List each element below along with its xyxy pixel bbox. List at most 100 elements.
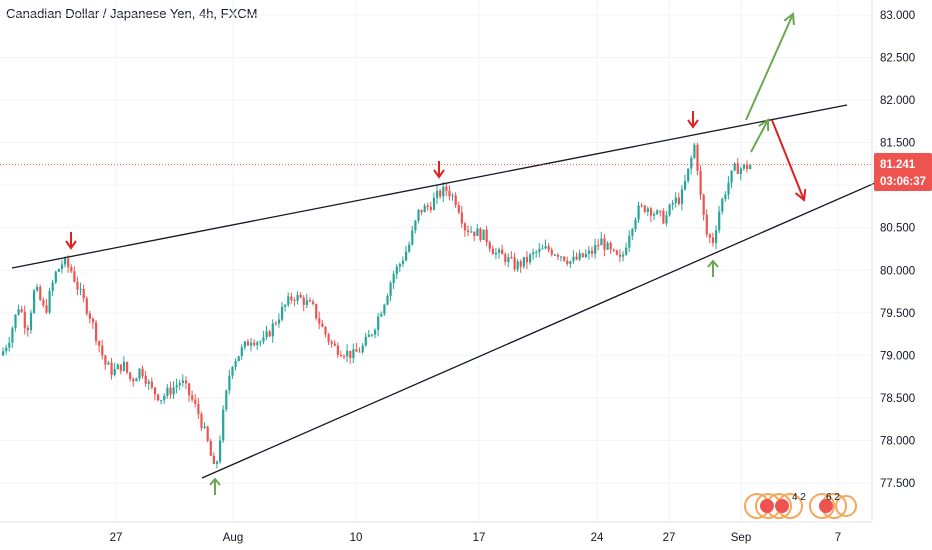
candle-body [132, 379, 135, 382]
candle-body [705, 214, 708, 235]
candle-body [119, 364, 122, 371]
event-icon[interactable] [835, 495, 857, 517]
projection-arrow-up-large[interactable] [745, 13, 794, 121]
arrow-markers [65, 12, 807, 495]
candle-body [64, 258, 67, 265]
candle-body [370, 334, 374, 336]
candle-body [408, 244, 411, 252]
candle-body [39, 286, 42, 301]
candle-body [256, 342, 259, 346]
candle-body [507, 257, 510, 263]
candle-body [116, 364, 119, 370]
candle-body [265, 331, 268, 338]
x-axis-labels[interactable]: 27 Aug 10 17 24 27 Sep 7 [110, 532, 842, 544]
candle-body [674, 197, 677, 203]
candle-body [184, 380, 188, 384]
candle-body [215, 461, 219, 464]
candle-body [687, 168, 690, 181]
candle-body [358, 351, 361, 353]
candle-body [525, 256, 529, 263]
candle-body [730, 170, 733, 183]
y-tick-label: 79.500 [880, 308, 915, 320]
x-tick-label: Sep [731, 532, 751, 544]
candle-body [504, 254, 507, 263]
candle-body [169, 387, 172, 395]
candle-body [2, 351, 5, 356]
x-tick-label: 27 [663, 532, 676, 544]
projection-arrow-down[interactable] [771, 119, 805, 201]
candle-body [70, 267, 73, 272]
candle-body [231, 367, 234, 376]
candle-body [640, 205, 643, 207]
y-tick-label: 80.000 [880, 265, 915, 277]
candle-body [643, 205, 646, 212]
candle-body [14, 314, 17, 329]
candle-body [544, 246, 547, 249]
candle-body [392, 274, 395, 284]
candle-body [104, 355, 107, 365]
x-tick-label: 24 [591, 532, 604, 544]
candle-body [299, 294, 302, 298]
x-tick-label: Aug [223, 532, 243, 544]
candle-body [290, 296, 293, 300]
candle-body [591, 250, 594, 254]
y-tick-label: 77.500 [880, 478, 915, 490]
candle-body [122, 361, 126, 371]
candle-body [95, 322, 98, 342]
candle-body [349, 350, 352, 359]
y-tick-label: 82.000 [880, 95, 915, 107]
candle-body [163, 395, 166, 401]
candle-body [101, 345, 104, 356]
candle-body [212, 455, 215, 464]
candle-body [566, 260, 569, 264]
event-icons[interactable]: 4 2 6 2 [744, 492, 857, 519]
candle-body [150, 381, 153, 388]
candle-body [243, 341, 246, 348]
candle-body [225, 390, 228, 410]
candle-body [649, 208, 653, 216]
candle-body [436, 190, 439, 198]
candle-body [110, 362, 113, 375]
candle-body [364, 336, 367, 346]
candle-body [711, 237, 715, 243]
down-arrow-head [433, 169, 445, 179]
candle-body [513, 257, 516, 270]
projection-arrow-up-small[interactable] [750, 119, 769, 153]
candle-body [448, 190, 451, 197]
event-icon[interactable] [809, 493, 835, 519]
candle-body [662, 211, 665, 224]
upper-trendline[interactable] [11, 104, 848, 269]
candle-body [361, 345, 364, 353]
x-tick-label: 7 [835, 532, 841, 544]
candle-body [88, 313, 91, 319]
candle-body [708, 234, 711, 238]
y-tick-label: 78.500 [880, 393, 915, 405]
candle-body [33, 290, 36, 313]
candle-body [129, 372, 132, 380]
candle-body [532, 252, 535, 255]
candle-body [401, 260, 405, 265]
candle-body [463, 223, 467, 231]
price-tag-value: 81.241 [880, 159, 916, 171]
candle-body [346, 350, 349, 357]
candle-body [67, 258, 70, 268]
projection-arrow-up-large-head [783, 12, 795, 26]
candle-body [569, 261, 572, 264]
candle-body [29, 312, 33, 331]
candle-body [8, 342, 11, 348]
candle-body [339, 354, 343, 357]
candle-body [553, 254, 556, 256]
candle-body [470, 231, 473, 233]
candle-body [442, 186, 445, 197]
candle-body [405, 251, 408, 261]
candle-body [439, 190, 442, 197]
candle-body [11, 328, 14, 343]
candle-body [305, 300, 308, 305]
y-axis-labels[interactable]: 83.00082.50082.00081.50081.00080.50080.0… [880, 10, 915, 490]
candle-body [432, 197, 436, 210]
lower-trendline[interactable] [201, 157, 932, 479]
candle-body [107, 362, 110, 365]
candle-body [157, 394, 160, 401]
candle-body [126, 361, 129, 373]
